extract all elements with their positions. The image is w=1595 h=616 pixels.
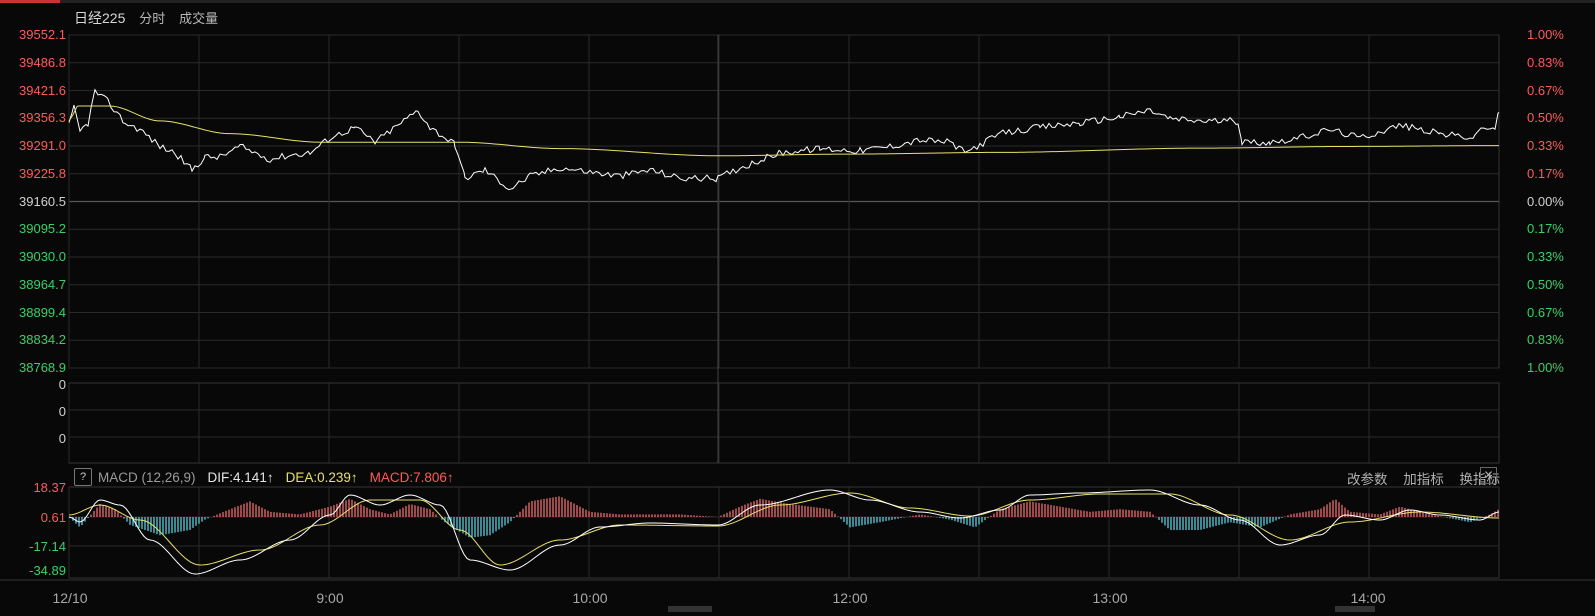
percent-axis-label: 0.83% (1527, 54, 1564, 70)
price-line (68, 88, 1500, 191)
price-axis-label: 38834.2 (19, 332, 66, 348)
price-axis-label: 38899.4 (19, 304, 66, 320)
percent-axis-label: 1.00% (1527, 27, 1564, 42)
price-axis-label: 39225.8 (19, 165, 66, 181)
percent-axis-label: 0.67% (1527, 304, 1564, 320)
chart-header: 日经225 分时 成交量 (74, 8, 228, 28)
time-label: 10:00 (572, 590, 608, 606)
dif-value: DIF:4.141↑ (207, 469, 274, 485)
price-axis-label: 39095.2 (19, 221, 66, 237)
percent-axis-label: 0.00% (1527, 193, 1564, 209)
price-axis-label: 39291.0 (19, 138, 66, 153)
price-axis-label: 39160.5 (19, 193, 66, 209)
percent-axis-label: 1.00% (1527, 360, 1564, 375)
time-label: 13:00 (1092, 590, 1128, 606)
time-label: 12:00 (832, 590, 868, 606)
price-axis-label: 38768.9 (19, 360, 66, 375)
price-axis-label: 39356.3 (19, 110, 66, 126)
help-icon[interactable]: ? (74, 468, 92, 486)
macd-axis-label: 18.37 (33, 480, 66, 495)
percent-axis-label: 0.83% (1527, 332, 1564, 348)
macd-header: ? MACD (12,26,9) DIF:4.141↑ DEA:0.239↑ M… (74, 468, 454, 486)
average-line (68, 105, 1500, 157)
macd-value: MACD:7.806↑ (369, 469, 454, 485)
price-axis-label: 39030.0 (19, 249, 66, 264)
macd-axis-label: -34.89 (29, 563, 66, 578)
volume-axis-label: 0 (58, 431, 66, 446)
tab-intraday[interactable]: 分时 (139, 11, 166, 26)
percent-axis-label: 0.50% (1527, 276, 1564, 292)
price-axis-label: 39486.8 (19, 54, 66, 70)
percent-axis-label: 0.33% (1527, 138, 1564, 153)
close-icon[interactable]: ✕ (1480, 467, 1497, 484)
dea-value: DEA:0.239↑ (285, 469, 358, 485)
percent-axis-label: 0.67% (1527, 82, 1564, 98)
volume-panel-border (68, 382, 1500, 464)
macd-toolbar: 改参数 加指标 换指标 (1335, 468, 1500, 488)
change-params-button[interactable]: 改参数 (1346, 472, 1388, 487)
volume-axis-label: 0 (58, 377, 66, 392)
add-indicator-button[interactable]: 加指标 (1403, 472, 1444, 487)
percent-axis-label: 0.50% (1527, 110, 1564, 126)
macd-axis-label: -17.14 (29, 539, 66, 554)
index-title: 日经225 (74, 10, 126, 26)
price-axis-label: 38964.7 (19, 276, 66, 292)
time-label: 12/10 (52, 590, 88, 606)
volume-axis-label: 0 (58, 404, 66, 419)
percent-axis-label: 0.17% (1527, 165, 1564, 181)
macd-axis-label: 0.61 (40, 510, 66, 525)
scroll-handle (1335, 606, 1375, 612)
time-label: 14:00 (1350, 590, 1386, 606)
macd-name[interactable]: MACD (12,26,9) (98, 469, 196, 485)
scroll-handle (668, 606, 712, 612)
indicator-volume-label[interactable]: 成交量 (179, 11, 219, 26)
top-tab-strip (0, 0, 1595, 3)
price-axis-label: 39421.6 (19, 82, 66, 98)
price-axis-label: 39552.1 (19, 27, 66, 42)
dea-line (68, 492, 1500, 566)
active-tab-marker (0, 0, 60, 3)
dif-line (68, 489, 1500, 575)
percent-axis-label: 0.33% (1527, 249, 1564, 264)
time-label: 9:00 (316, 590, 344, 606)
percent-axis-label: 0.17% (1527, 221, 1564, 237)
